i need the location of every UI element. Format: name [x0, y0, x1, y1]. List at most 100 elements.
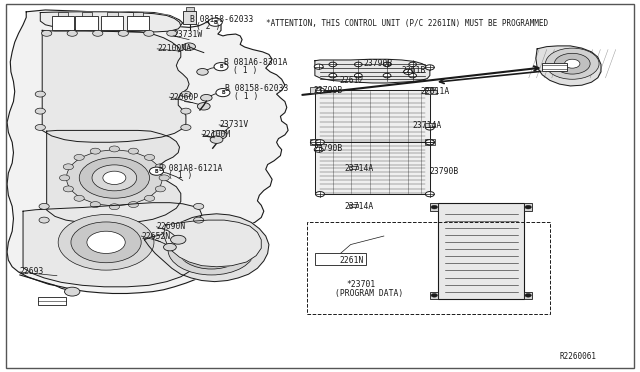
Text: ( 1 ): ( 1 )	[234, 92, 258, 101]
Circle shape	[208, 18, 222, 26]
Circle shape	[145, 195, 155, 201]
Circle shape	[67, 150, 163, 206]
Circle shape	[39, 203, 49, 209]
Circle shape	[554, 53, 590, 74]
Circle shape	[60, 175, 70, 181]
Polygon shape	[42, 31, 189, 142]
Circle shape	[329, 73, 337, 78]
Circle shape	[74, 154, 84, 160]
Bar	[426, 90, 437, 94]
Polygon shape	[23, 203, 202, 287]
Circle shape	[150, 167, 164, 175]
Text: 23790B: 23790B	[314, 86, 343, 95]
Circle shape	[409, 62, 417, 67]
Circle shape	[171, 235, 186, 244]
Text: 23790B: 23790B	[430, 167, 459, 176]
Circle shape	[180, 91, 191, 97]
Text: B 081A6-8301A: B 081A6-8301A	[224, 58, 287, 67]
Circle shape	[316, 88, 324, 93]
Circle shape	[35, 91, 45, 97]
Text: (PROGRAM DATA): (PROGRAM DATA)	[335, 289, 404, 298]
Circle shape	[93, 31, 103, 36]
Circle shape	[67, 31, 77, 36]
Circle shape	[431, 294, 438, 297]
Text: B: B	[221, 90, 225, 95]
Bar	[186, 7, 193, 11]
Circle shape	[525, 205, 531, 209]
Text: B 08158-62033: B 08158-62033	[225, 84, 289, 93]
Circle shape	[426, 88, 435, 93]
Text: B: B	[214, 20, 217, 25]
Circle shape	[178, 231, 244, 269]
Circle shape	[355, 62, 362, 67]
Text: ( 2 ): ( 2 )	[196, 22, 221, 31]
Circle shape	[316, 192, 324, 197]
Circle shape	[92, 165, 137, 191]
Bar	[127, 16, 149, 31]
Circle shape	[103, 171, 126, 185]
Circle shape	[316, 140, 324, 145]
Circle shape	[35, 108, 45, 114]
Circle shape	[90, 202, 100, 208]
Circle shape	[314, 64, 323, 69]
Circle shape	[63, 164, 74, 170]
Circle shape	[42, 31, 52, 36]
Circle shape	[426, 140, 435, 145]
Bar	[315, 253, 366, 264]
Circle shape	[182, 43, 195, 50]
Text: 2261B: 2261B	[402, 66, 426, 75]
Text: *ATTENTION, THIS CONTROL UNIT (P/C 2261IN) MUST BE PROGRAMMED: *ATTENTION, THIS CONTROL UNIT (P/C 2261I…	[266, 19, 548, 28]
Circle shape	[180, 125, 191, 131]
Bar	[524, 292, 532, 299]
Text: *23701: *23701	[347, 280, 376, 289]
Polygon shape	[315, 90, 430, 194]
Polygon shape	[145, 214, 269, 282]
Circle shape	[129, 148, 138, 154]
Circle shape	[426, 192, 435, 197]
Circle shape	[118, 31, 129, 36]
Polygon shape	[315, 59, 430, 83]
Text: B: B	[220, 64, 223, 69]
Circle shape	[426, 125, 435, 130]
Text: B 08158-62033: B 08158-62033	[189, 16, 253, 25]
Text: B: B	[155, 169, 158, 174]
Circle shape	[156, 186, 166, 192]
Circle shape	[167, 31, 177, 36]
Circle shape	[90, 148, 100, 154]
Circle shape	[564, 59, 580, 68]
Text: 23731V: 23731V	[219, 121, 248, 129]
Bar	[310, 87, 320, 93]
Circle shape	[129, 202, 138, 208]
Text: 22652N: 22652N	[141, 231, 170, 241]
Circle shape	[191, 238, 232, 262]
Circle shape	[79, 157, 150, 198]
Text: 23714A: 23714A	[344, 202, 374, 211]
Bar	[82, 12, 92, 16]
Bar	[431, 203, 438, 211]
Text: 22690N: 22690N	[157, 222, 186, 231]
Circle shape	[109, 146, 120, 152]
Polygon shape	[536, 46, 601, 86]
Bar	[76, 16, 98, 31]
Circle shape	[431, 205, 438, 209]
Bar	[349, 166, 358, 169]
Circle shape	[35, 125, 45, 131]
Bar	[438, 203, 524, 299]
Polygon shape	[164, 220, 261, 267]
Circle shape	[383, 73, 391, 78]
Circle shape	[314, 147, 323, 152]
Circle shape	[87, 231, 125, 253]
Bar	[38, 297, 67, 305]
Circle shape	[404, 69, 413, 74]
Text: 23714A: 23714A	[413, 122, 442, 131]
Bar	[542, 63, 566, 71]
Text: 22100MA: 22100MA	[157, 44, 191, 53]
Circle shape	[145, 154, 155, 160]
Circle shape	[144, 31, 154, 36]
Circle shape	[193, 217, 204, 223]
Text: 22693: 22693	[20, 267, 44, 276]
Circle shape	[197, 103, 210, 110]
Text: 2261N: 2261N	[339, 256, 364, 265]
Polygon shape	[47, 131, 180, 224]
Bar	[133, 12, 143, 16]
